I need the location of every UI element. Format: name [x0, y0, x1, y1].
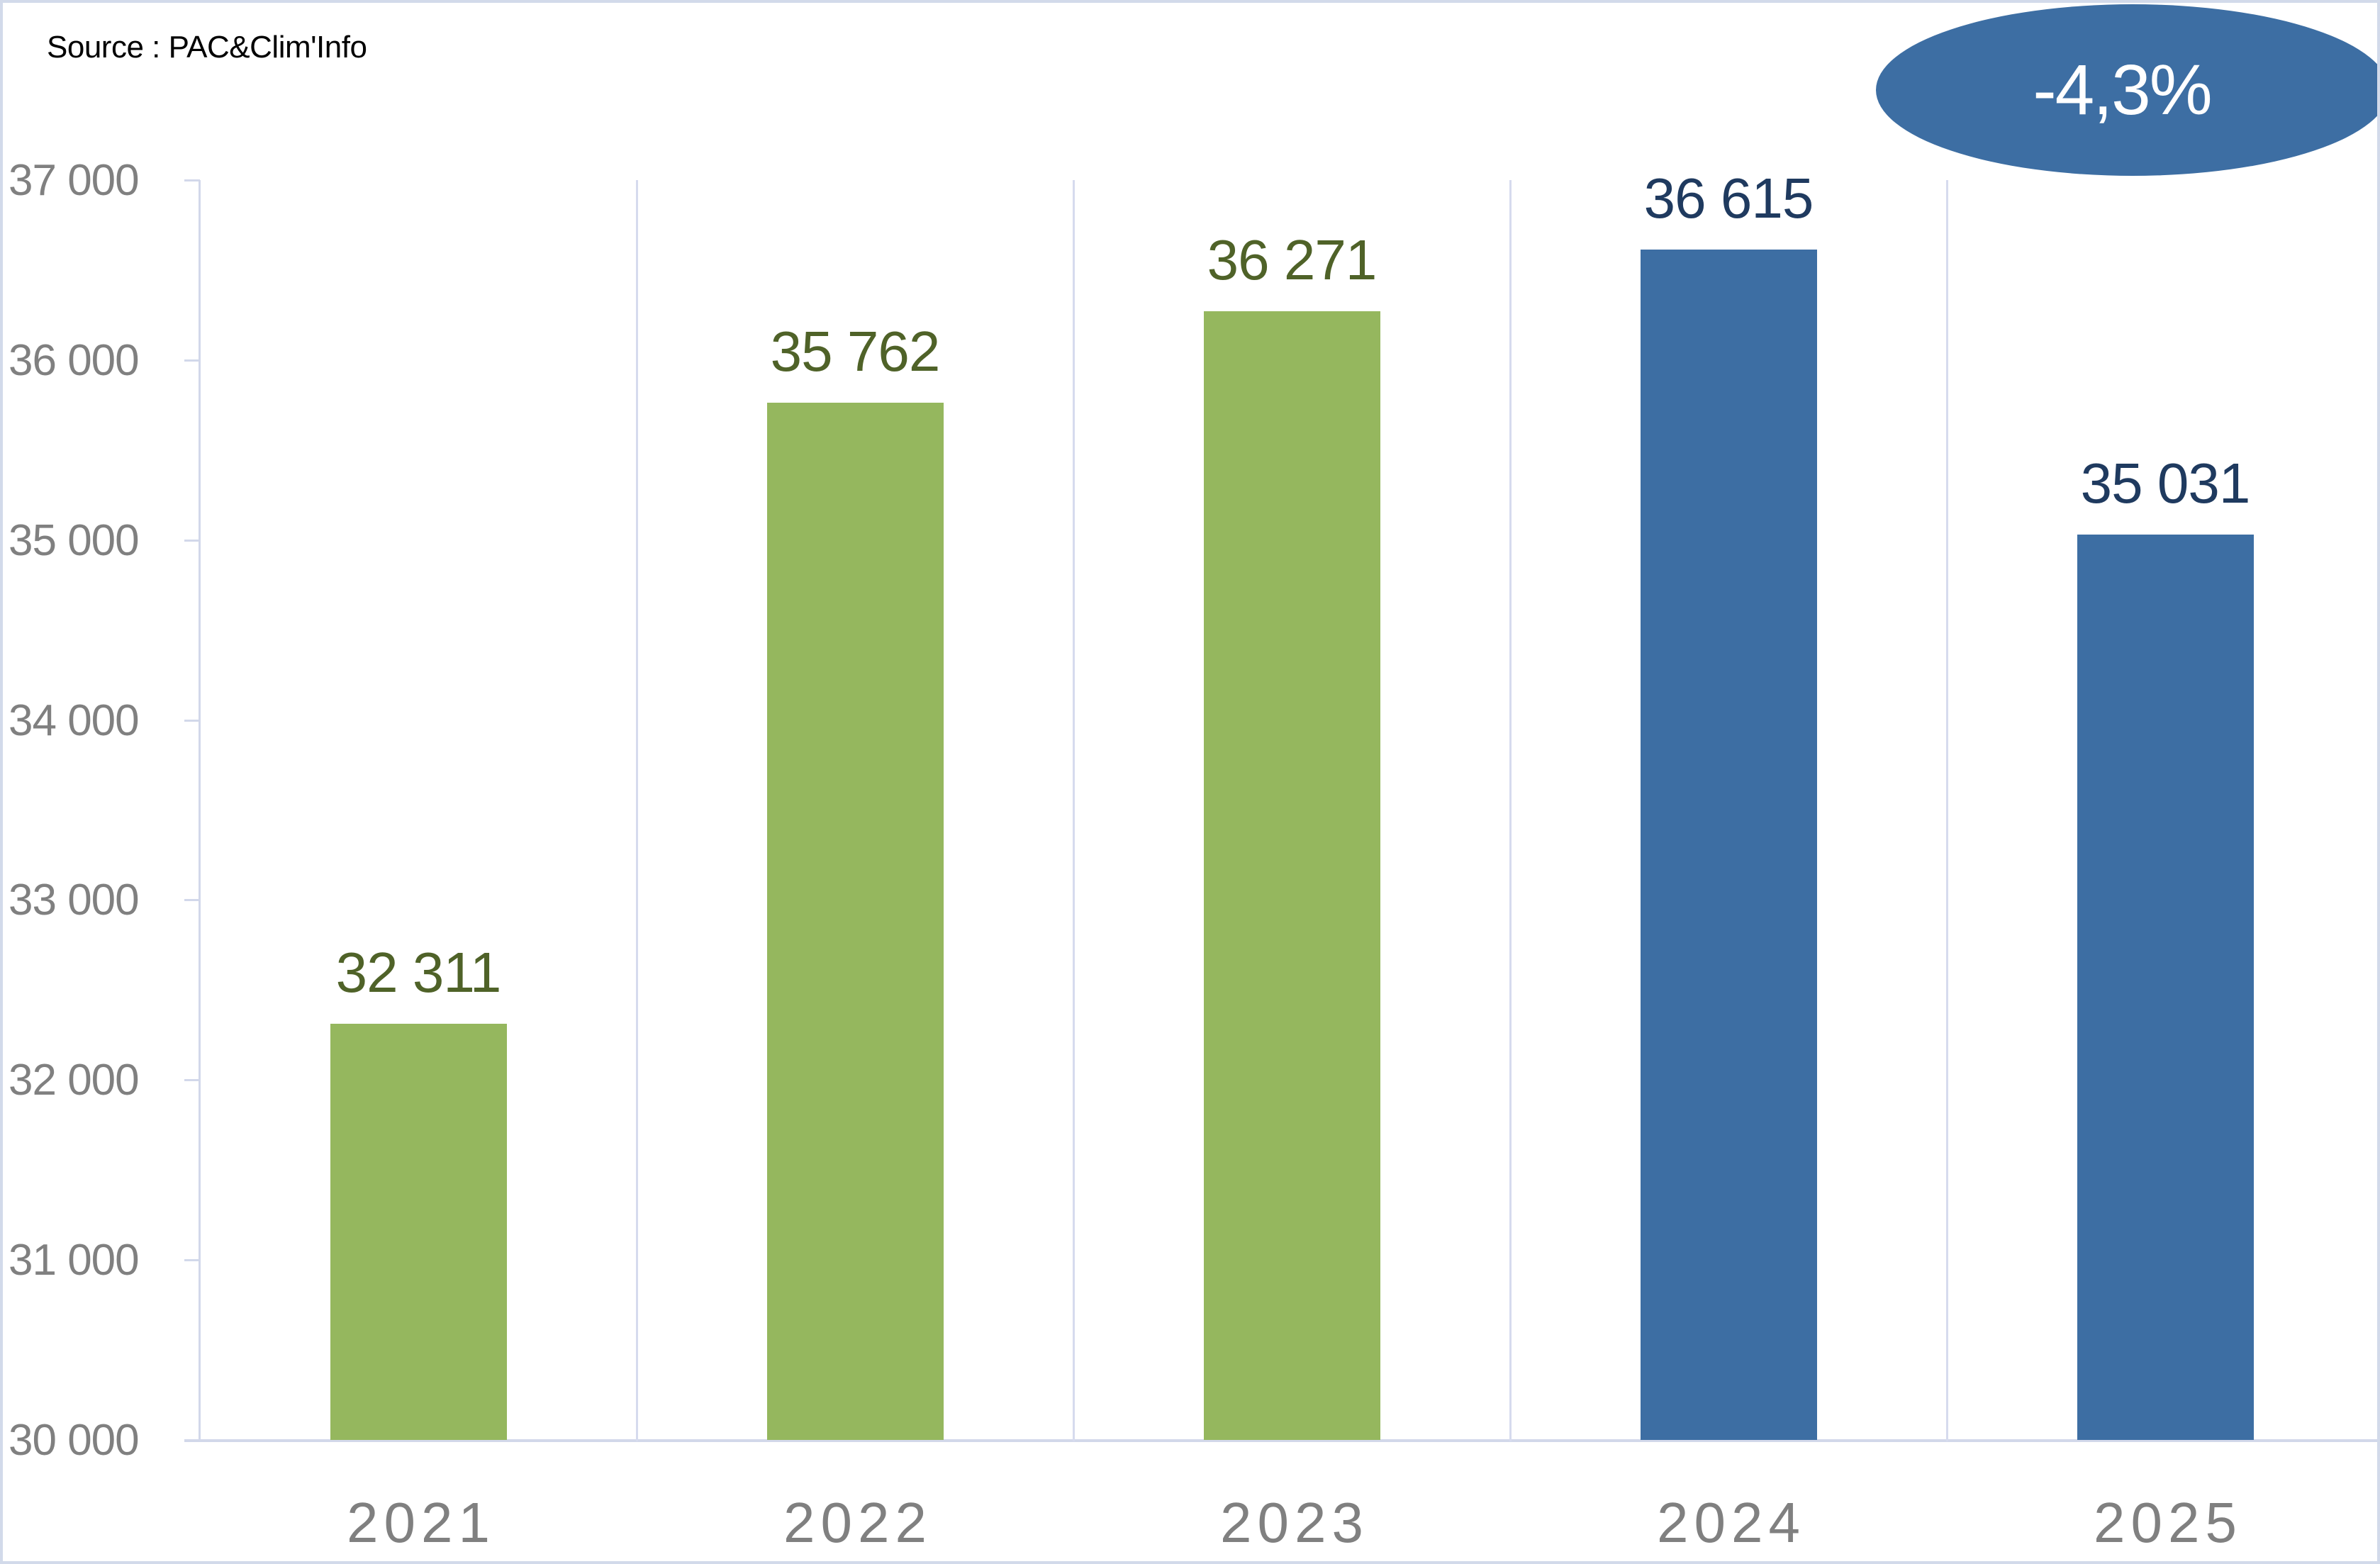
category-gridline — [636, 180, 638, 1441]
category-gridline — [1509, 180, 1512, 1441]
source-note: Source : PAC&Clim'Info — [47, 30, 367, 65]
bar-2023 — [1203, 311, 1380, 1440]
bar-value-label: 36 271 — [1207, 228, 1378, 292]
y-axis-line — [199, 180, 201, 1441]
y-tick-mark — [184, 179, 200, 181]
y-tick-label: 32 000 — [9, 1056, 140, 1105]
y-tick-label: 30 000 — [9, 1416, 140, 1465]
bar-value-label: 35 762 — [770, 320, 941, 384]
y-tick-mark — [184, 1439, 200, 1441]
x-category-label: 2023 — [1220, 1491, 1369, 1554]
y-tick-mark — [184, 899, 200, 902]
y-tick-mark — [184, 359, 200, 362]
y-tick-label: 35 000 — [9, 515, 140, 565]
bar-value-label: 32 311 — [335, 941, 502, 1005]
x-category-label: 2025 — [2094, 1491, 2242, 1554]
bar-2021 — [330, 1024, 507, 1440]
category-gridline — [1946, 180, 1948, 1441]
y-tick-label: 33 000 — [9, 876, 140, 925]
y-tick-mark — [184, 539, 200, 542]
y-tick-label: 34 000 — [9, 696, 140, 745]
y-tick-mark — [184, 719, 200, 722]
change-badge: -4,3% — [1876, 4, 2377, 176]
y-tick-label: 31 000 — [9, 1236, 140, 1285]
bar-value-label: 36 615 — [1643, 166, 1814, 230]
bar-value-label: 35 031 — [2080, 451, 2251, 515]
x-category-label: 2021 — [347, 1491, 496, 1554]
y-tick-mark — [184, 1259, 200, 1262]
bar-2025 — [2077, 534, 2254, 1440]
bar-2022 — [766, 403, 944, 1440]
y-tick-label: 36 000 — [9, 335, 140, 385]
y-tick-label: 37 000 — [9, 156, 140, 205]
y-tick-mark — [184, 1079, 200, 1082]
x-axis-line — [184, 1439, 2377, 1442]
bar-2024 — [1640, 249, 1817, 1440]
x-category-label: 2024 — [1657, 1491, 1806, 1554]
change-badge-text: -4,3% — [2033, 50, 2212, 130]
x-category-label: 2022 — [783, 1491, 932, 1554]
category-gridline — [1073, 180, 1075, 1441]
